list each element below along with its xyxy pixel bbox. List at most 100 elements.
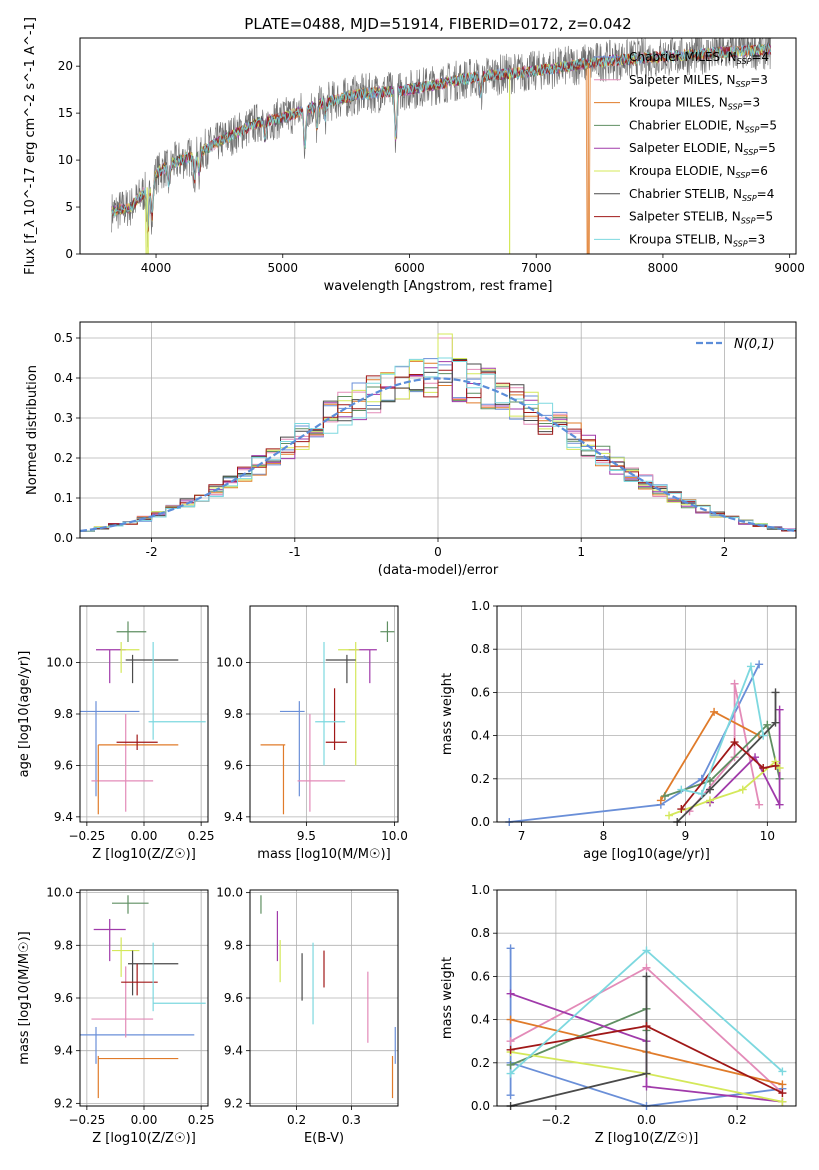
legend-label: Salpeter STELIB, NSSP=5 (629, 210, 773, 226)
grid-lines (80, 890, 208, 1106)
series-marker (506, 1069, 515, 1078)
y-tick-label: 0 (65, 247, 73, 261)
legend-nssp-value: 3 (760, 73, 768, 87)
axes-frame (249, 889, 399, 1107)
y-axis-label: mass weight (440, 673, 455, 755)
errorbar-point-kroupa-miles (97, 744, 179, 815)
x-tick-label: 0.25 (188, 829, 215, 843)
mass-vs-reddening-panel: 0.2 0.3 9.2 9.4 9.6 9.8 10.0 E(B-V) (216, 886, 399, 1146)
spectrum-panel: 4000 5000 6000 7000 8000 9000 0 5 10 15 20 waveleng… (23, 17, 805, 294)
y-tick-label: 0.0 (471, 1099, 490, 1113)
y-tick-label: 0.2 (471, 772, 490, 786)
y-tick-label: 9.6 (54, 991, 73, 1005)
errorbar-point-kroupa-stelib (148, 642, 206, 740)
x-tick-label: 5000 (267, 261, 298, 275)
x-tick-label: -2 (146, 545, 158, 559)
legend-sep: , N (719, 73, 736, 87)
y-tick-label: 0.6 (471, 969, 490, 983)
histogram-kroupa-stelib (80, 357, 796, 532)
weight-lines (506, 944, 787, 1110)
legend-nssp-value: 3 (758, 232, 766, 246)
x-axis-label: Z [log10(Z/Z☉)] (595, 1131, 699, 1146)
mass-vs-metallicity-panel: −0.25 0.00 0.25 9.2 9.4 9.6 9.8 10.0 Z [log10(Z/… (17, 886, 215, 1146)
errorbar-point-salpeter-stelib (116, 734, 158, 750)
series-marker (759, 764, 768, 772)
y-tick-label: 5 (65, 200, 73, 214)
errorbar-point-salpeter-stelib (121, 963, 158, 996)
series-marker (677, 785, 686, 794)
errorbar-point-chabrier-elodie (380, 621, 395, 642)
series-marker (775, 800, 784, 809)
legend-subscript: SSP (737, 57, 752, 66)
legend-series-name: Kroupa STELIB (629, 232, 716, 246)
axes-frame (79, 37, 797, 255)
y-tick-label: 1.0 (471, 883, 490, 897)
series-marker (778, 1097, 787, 1106)
grid-lines (497, 605, 796, 823)
x-tick-label: 6000 (394, 261, 425, 275)
errorbar-point-kroupa-elodie (112, 937, 140, 977)
y-tick-label: 9.6 (54, 758, 73, 772)
series-marker (778, 1089, 787, 1098)
weight-lines (505, 660, 784, 826)
series-marker (755, 800, 764, 809)
series-line-chabrier-stelib (676, 692, 777, 823)
legend-eq: = (751, 50, 761, 64)
y-tick-label: 1.0 (471, 599, 490, 613)
y-tick-label: 9.4 (54, 1044, 73, 1058)
x-axis-label: mass [log10(M/M☉)] (257, 847, 390, 862)
x-axis-label: E(B-V) (304, 1131, 344, 1146)
series-marker (755, 660, 764, 669)
y-tick-label: 9.8 (54, 938, 73, 952)
series-marker (775, 705, 784, 714)
series-marker (506, 989, 515, 998)
errorbar-point-kroupa-stelib (152, 942, 206, 1012)
y-tick-label: 0.8 (471, 926, 490, 940)
y-tick-label: 10.0 (216, 656, 243, 670)
legend-sep: , N (716, 232, 733, 246)
legend-nssp-value: 5 (766, 210, 774, 224)
y-axis-label: mass [log10(M/M☉)] (17, 931, 32, 1064)
x-tick-label: 0.2 (728, 1113, 747, 1127)
legend-eq: = (755, 210, 765, 224)
legend-series-name: Chabrier MILES (629, 50, 720, 64)
y-tick-label: 0.4 (54, 371, 73, 385)
legend-subscript: SSP (733, 239, 748, 248)
errorbar-point-salpeter-elodie (348, 649, 377, 684)
model-line-kroupa-stelib (111, 43, 772, 231)
axes-frame (79, 321, 797, 539)
legend-subscript: SSP (728, 103, 743, 112)
legend-label: Kroupa ELODIE, NSSP=6 (629, 164, 768, 180)
errorbar-point-chabrier-elodie (116, 621, 147, 642)
y-tick-label: 0.2 (471, 1056, 490, 1070)
errorbar-point-salpeter-elodie (93, 918, 126, 962)
series-marker (771, 718, 780, 727)
errorbar-point-salpeter-stelib (325, 688, 347, 750)
errorbar-point-kroupa-miles (97, 1055, 179, 1099)
legend-label: Chabrier STELIB, NSSP=4 (629, 187, 774, 203)
y-tick-label: 9.4 (224, 1044, 243, 1058)
series-marker (642, 1022, 651, 1031)
y-tick-label: 0.0 (471, 815, 490, 829)
series-line-chabrier-stelib (510, 976, 648, 1107)
legend-eq: = (742, 96, 752, 110)
x-tick-label: 7 (518, 829, 526, 843)
x-tick-label: 0.00 (131, 829, 158, 843)
x-tick-label: 2 (721, 545, 729, 559)
axes-frame (249, 605, 399, 823)
legend-nssp-value: 3 (752, 96, 760, 110)
series-marker (705, 796, 714, 805)
series-marker (665, 811, 674, 820)
y-tick-label: 0.5 (54, 331, 73, 345)
legend-subscript: SSP (741, 217, 756, 226)
x-tick-label: 10.0 (381, 829, 408, 843)
series-marker (642, 972, 651, 981)
series-marker (738, 785, 747, 794)
series-marker (506, 1060, 515, 1069)
legend-label: Kroupa STELIB, NSSP=3 (629, 232, 765, 248)
y-axis-label: mass weight (440, 957, 455, 1039)
series-marker (759, 731, 768, 740)
weight-vs-age-panel: 7 8 9 10 0.0 0.2 0.4 0.6 0.8 1.0 age [log10(age/yr… (440, 599, 797, 862)
errorbar-point-kroupa-elodie (120, 642, 140, 673)
